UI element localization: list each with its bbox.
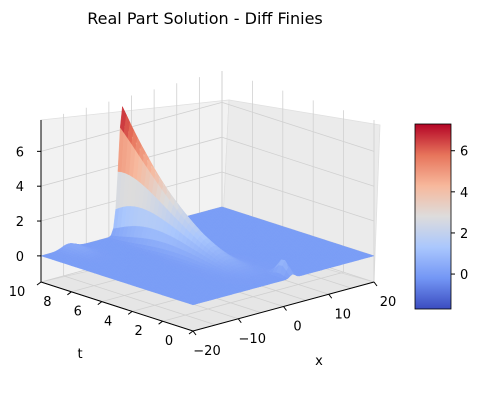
colorbar-tick-label: 6 — [460, 145, 468, 160]
z-tick-label: 4 — [16, 180, 24, 195]
z-tick-label: 6 — [16, 145, 24, 160]
t-tick-mark — [188, 330, 194, 335]
side-grid-z — [221, 171, 375, 222]
colorbar-tick-label: 2 — [460, 227, 468, 242]
floor-grid-x — [63, 275, 216, 326]
surface-facet — [367, 254, 375, 257]
x-tick-mark — [237, 318, 242, 324]
t-tick-mark — [127, 310, 133, 315]
z-tick-label: 0 — [16, 250, 24, 265]
x-tick-label: 10 — [334, 307, 351, 322]
axes: −20 −10 0 10 20 0 2 4 6 8 10 0 2 4 6 — [9, 120, 397, 359]
t-tick-mark — [36, 281, 42, 286]
t-axis-line — [40, 281, 194, 332]
x-tick-mark — [328, 293, 333, 299]
t-tick-mark — [67, 291, 72, 296]
x-axis-label: x — [315, 354, 323, 369]
colorbar-ticks: 0 2 4 6 — [451, 145, 468, 283]
z-tick-label: 2 — [16, 215, 24, 230]
x-tick-label: 0 — [293, 320, 301, 335]
t-tick-mark — [97, 301, 103, 306]
colorbar-tick-label: 0 — [460, 268, 468, 283]
t-axis-label: t — [77, 347, 82, 362]
side-grid-z — [221, 136, 375, 187]
t-tick-label: 4 — [104, 314, 112, 329]
colorbar — [414, 123, 452, 310]
side-grid-z — [221, 101, 375, 152]
t-tick-mark — [158, 320, 163, 325]
floor-grid-t — [162, 271, 344, 322]
x-tick-mark — [192, 330, 197, 336]
colorbar-tick-label: 4 — [460, 186, 468, 201]
x-tick-label: −20 — [193, 344, 220, 359]
t-tick-label: 10 — [9, 285, 26, 300]
x-tick-label: −10 — [239, 332, 266, 347]
t-tick-label: 8 — [43, 295, 51, 310]
x-tick-mark — [283, 306, 287, 311]
surface-plot — [40, 105, 375, 306]
x-tick-label: 20 — [380, 295, 397, 310]
t-tick-label: 2 — [134, 324, 142, 339]
x-tick-mark — [373, 281, 378, 287]
t-tick-label: 0 — [165, 334, 173, 349]
chart-title: Real Part Solution - Diff Finies — [87, 9, 323, 28]
t-tick-label: 6 — [74, 305, 82, 320]
